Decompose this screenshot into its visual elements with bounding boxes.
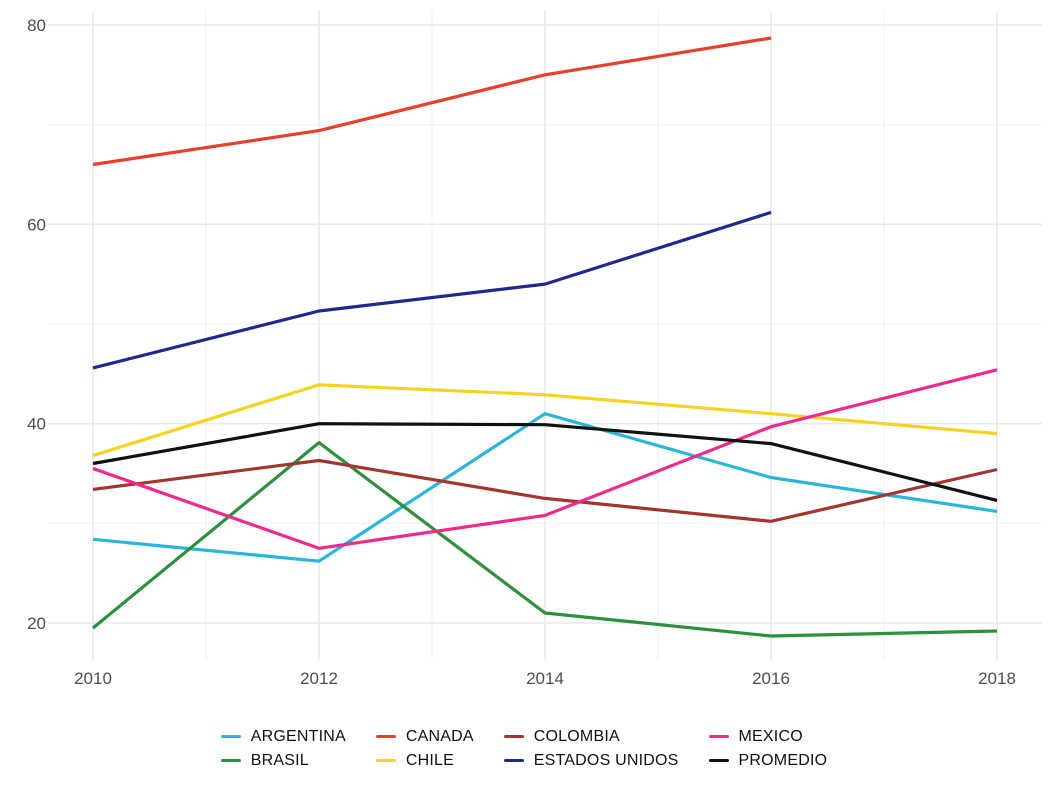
x-tick-label: 2014 [526,669,564,688]
legend-line-swatch-icon [375,759,396,762]
x-tick-label: 2012 [300,669,338,688]
legend-item-mexico: MEXICO [708,726,828,747]
series-line-brasil [91,441,998,638]
legend-label: CANADA [405,727,474,745]
series-line-argentina [92,412,998,563]
legend-item-canada: CANADA [375,726,474,747]
series-line-chile [92,383,998,458]
legend-label: COLOMBIA [533,727,620,745]
x-tick-label: 2016 [752,669,790,688]
legend-label: MEXICO [738,727,803,745]
x-tick-label: 2018 [978,669,1016,688]
legend-label: BRASIL [250,751,309,769]
legend-line-swatch-icon [375,735,396,738]
legend-item-colombia: COLOMBIA [503,726,679,747]
legend-item-brasil: BRASIL [220,750,346,771]
chart-legend: ARGENTINA BRASIL CANADA CHILE COLOMBIA ESTADO… [0,726,1048,771]
legend-line-swatch-icon [708,735,729,738]
series-line-colombia [92,458,998,523]
y-tick-label: 60 [27,215,46,234]
legend-column: ARGENTINA BRASIL [220,726,346,771]
legend-line-swatch-icon [503,759,524,762]
y-tick-label: 80 [27,16,46,35]
legend-label: CHILE [405,751,455,769]
legend-item-estados-unidos: ESTADOS UNIDOS [503,750,679,771]
y-tick-label: 40 [27,415,46,434]
legend-column: CANADA CHILE [375,726,474,771]
legend-column: MEXICO PROMEDIO [708,726,828,771]
series-line-promedio [92,422,998,502]
legend-item-chile: CHILE [375,750,474,771]
series-line-mexico [92,368,998,550]
legend-line-swatch-icon [708,759,729,762]
legend-label: ESTADOS UNIDOS [533,751,679,769]
legend-item-promedio: PROMEDIO [708,750,828,771]
legend-line-swatch-icon [220,735,241,738]
series-line-canada [92,36,772,167]
legend-item-argentina: ARGENTINA [220,726,346,747]
series-line-estados-unidos [92,210,772,370]
line-chart: 20 40 60 80 2010 2012 2014 2016 2018 [27,10,1042,688]
legend-label: ARGENTINA [250,727,346,745]
x-tick-label: 2010 [74,669,112,688]
y-tick-label: 20 [27,614,46,633]
legend-line-swatch-icon [503,735,524,738]
legend-line-swatch-icon [220,759,241,762]
legend-column: COLOMBIA ESTADOS UNIDOS [503,726,679,771]
legend-label: PROMEDIO [738,751,828,769]
